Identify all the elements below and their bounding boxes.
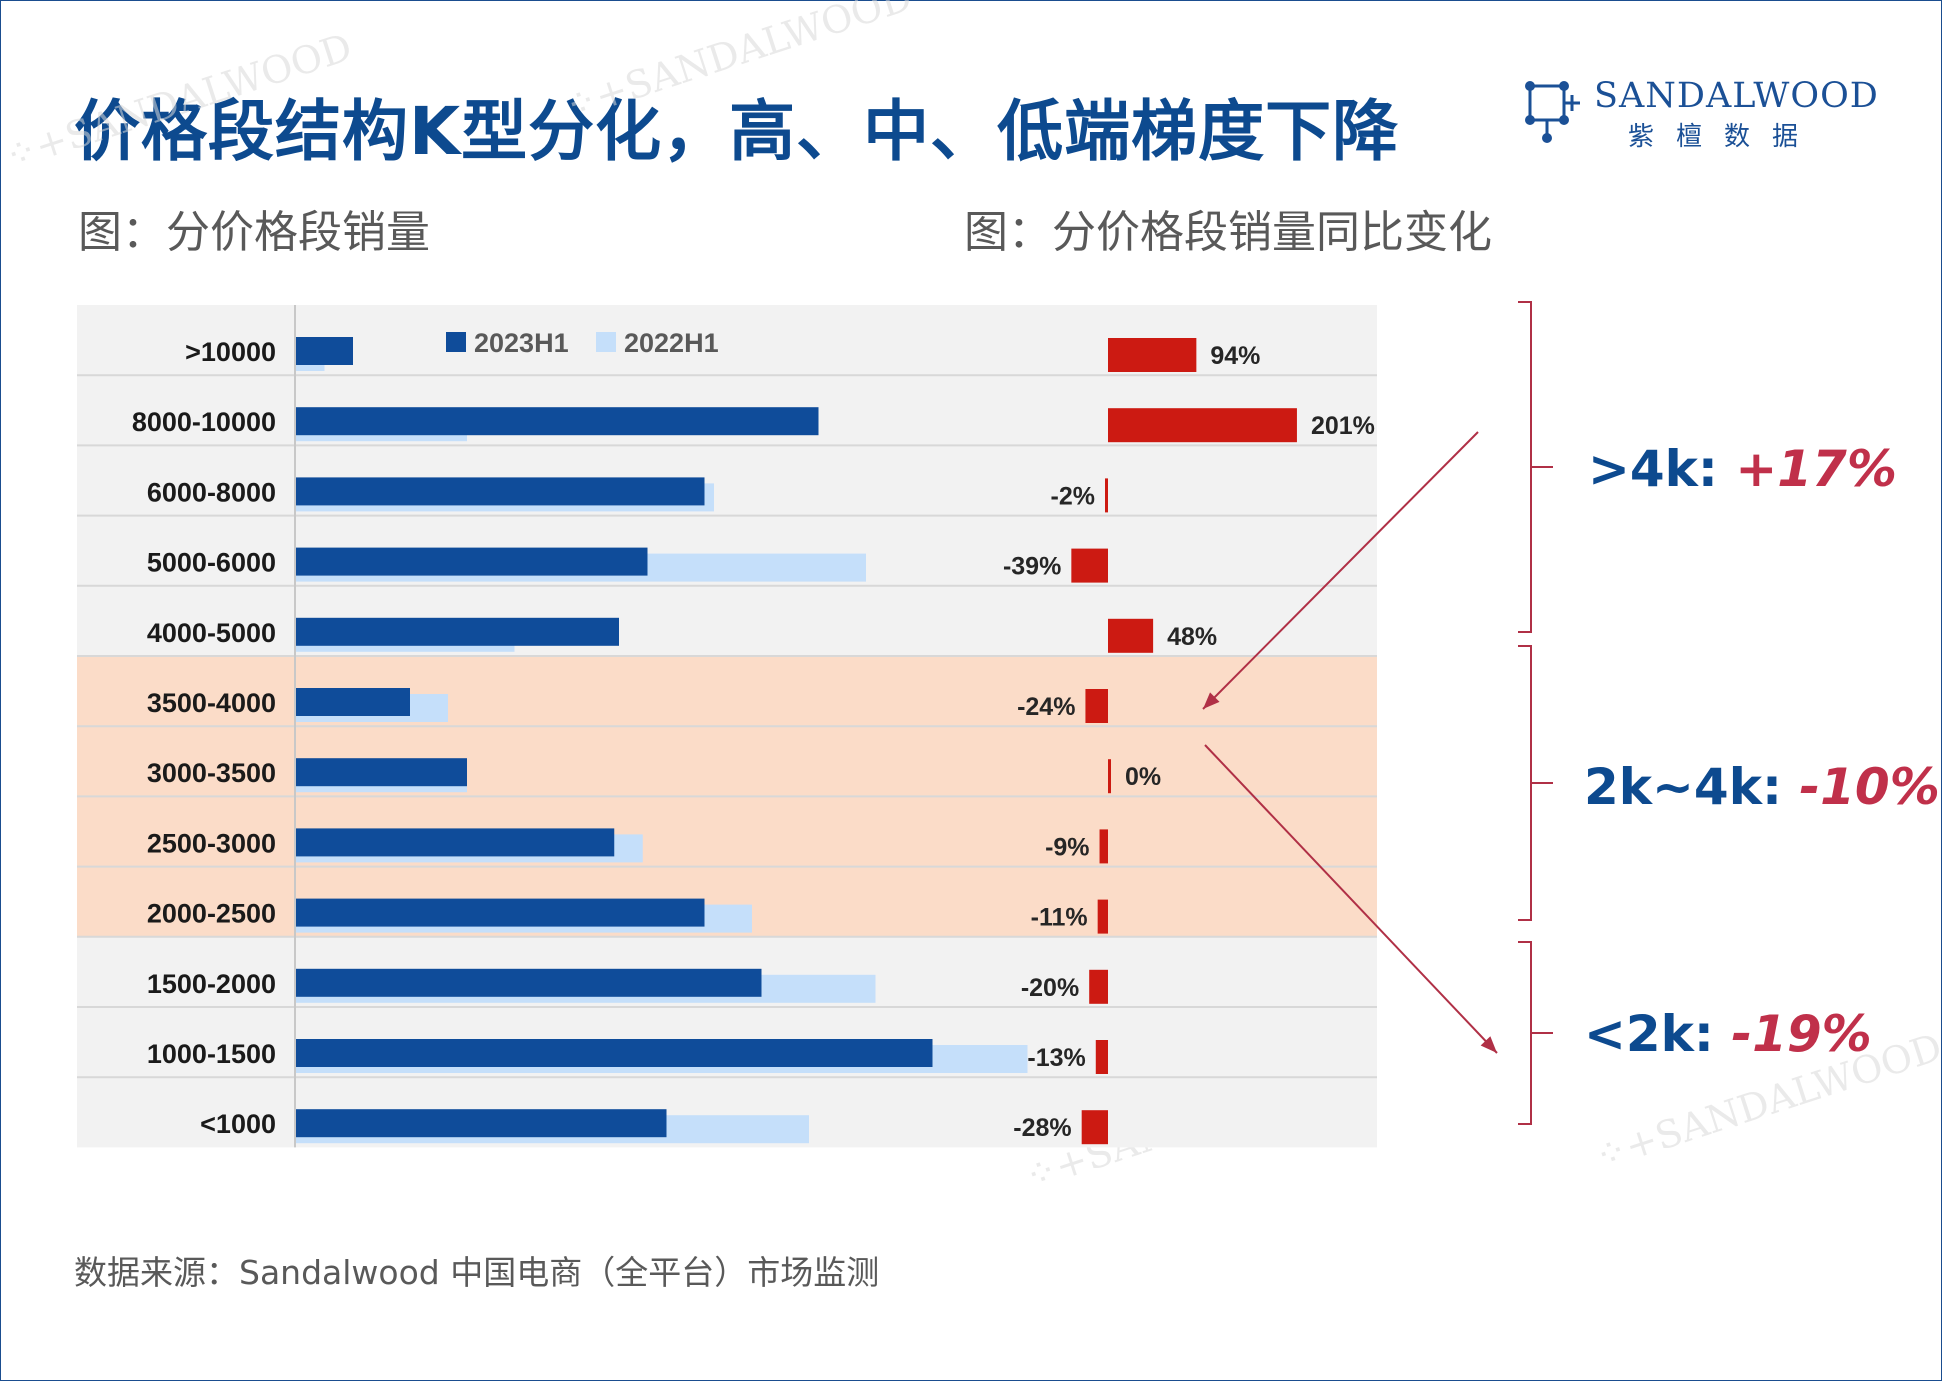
- category-tick-label: <1000: [200, 1109, 276, 1139]
- row-background: [77, 585, 1377, 656]
- bar-2023h1: [296, 1039, 933, 1067]
- data-source-note: 数据来源：Sandalwood 中国电商（全平台）市场监测: [74, 1253, 880, 1292]
- segment-bracket: [1518, 941, 1553, 1125]
- change-bar: [1108, 408, 1297, 443]
- change-data-label: 201%: [1311, 412, 1375, 440]
- bar-2023h1: [296, 407, 819, 436]
- change-data-label: 48%: [1167, 623, 1217, 651]
- change-data-label: -13%: [1027, 1044, 1085, 1072]
- change-data-label: -28%: [1013, 1114, 1071, 1142]
- segment-value: -10%: [1799, 758, 1940, 816]
- logo-mark-icon: [1525, 81, 1580, 143]
- change-data-label: -9%: [1045, 833, 1089, 861]
- category-tick-label: >10000: [185, 337, 276, 367]
- change-data-label: -39%: [1003, 553, 1061, 581]
- change-bar: [1097, 899, 1108, 934]
- segment-label-mid: 2k~4k: -10%: [1584, 758, 1940, 816]
- page-title: 价格段结构K型分化，高、中、低端梯度下降: [74, 93, 1400, 170]
- category-tick-label: 8000-10000: [132, 407, 276, 437]
- row-background: [77, 656, 1377, 727]
- change-bar: [1108, 338, 1197, 372]
- bar-2023h1: [296, 828, 615, 857]
- row-background: [77, 796, 1377, 867]
- legend-swatch-2022h1: [596, 332, 616, 352]
- row-background: [77, 726, 1377, 797]
- category-tick-label: 1500-2000: [147, 969, 276, 999]
- segment-bracket: [1518, 301, 1553, 633]
- bar-2023h1: [296, 617, 619, 646]
- change-bar: [1105, 478, 1108, 513]
- logo-chinese-name: 紫檀数据: [1628, 122, 1821, 152]
- bar-2023h1: [296, 968, 762, 997]
- logo-wordmark: SANDALWOOD: [1594, 76, 1879, 116]
- bar-2023h1: [296, 898, 705, 927]
- category-tick-label: 2000-2500: [147, 899, 276, 929]
- segment-key: 2k~4k:: [1584, 758, 1800, 816]
- segment-key: <2k:: [1584, 1005, 1732, 1063]
- change-data-label: -2%: [1051, 482, 1095, 510]
- segment-label-high: >4k: +17%: [1588, 440, 1897, 498]
- change-data-label: -20%: [1021, 974, 1079, 1002]
- segment-key: >4k:: [1588, 440, 1736, 498]
- pointer-arrow-line: [1204, 744, 1498, 1054]
- change-data-label: -11%: [1031, 904, 1088, 932]
- bar-2023h1: [296, 688, 410, 716]
- arrowhead-icon: [1480, 1036, 1497, 1053]
- category-tick-label: 1000-1500: [147, 1039, 276, 1069]
- bar-2023h1: [296, 758, 467, 787]
- category-tick-label: 5000-6000: [147, 548, 276, 578]
- category-tick-label: 6000-8000: [147, 477, 276, 507]
- bar-2023h1: [296, 547, 648, 576]
- row-background: [77, 445, 1377, 516]
- legend-swatch-2023h1: [446, 332, 466, 352]
- segment-bracket: [1518, 645, 1553, 921]
- legend-label-2022h1: 2022H1: [624, 328, 719, 358]
- change-data-label: 94%: [1210, 342, 1260, 370]
- change-bar: [1081, 1110, 1108, 1145]
- change-data-label: 0%: [1125, 763, 1161, 791]
- segment-label-low: <2k: -19%: [1584, 1005, 1872, 1063]
- bar-2023h1: [296, 1109, 667, 1138]
- change-data-label: -24%: [1017, 693, 1075, 721]
- segment-value: -19%: [1731, 1005, 1872, 1063]
- category-tick-label: 3500-4000: [147, 688, 276, 718]
- arrowhead-icon: [1203, 692, 1220, 709]
- legend-label-2023h1: 2023H1: [474, 328, 569, 358]
- change-bar: [1089, 969, 1108, 1004]
- bar-2023h1: [296, 337, 353, 365]
- segment-value: +17%: [1735, 440, 1897, 498]
- right-chart-subtitle: 图：分价格段销量同比变化: [964, 207, 1492, 258]
- watermark-text: ⁘+SANDALWOOD: [559, 0, 917, 129]
- change-bar: [1085, 689, 1108, 723]
- change-bar: [1108, 618, 1154, 653]
- category-tick-label: 2500-3000: [147, 828, 276, 858]
- bar-2023h1: [296, 477, 705, 506]
- category-tick-label: 3000-3500: [147, 758, 276, 788]
- category-tick-label: 4000-5000: [147, 618, 276, 648]
- watermark-text: ⁘+SANDALWOOD: [0, 25, 357, 179]
- change-bar: [1099, 829, 1108, 864]
- left-chart-subtitle: 图：分价格段销量: [78, 207, 430, 258]
- pointer-arrow-line: [1202, 431, 1479, 710]
- change-bar: [1071, 548, 1108, 583]
- brand-logo: SANDALWOOD 紫檀数据: [1520, 76, 1878, 156]
- change-bar: [1095, 1040, 1108, 1074]
- change-bar: [1108, 759, 1111, 794]
